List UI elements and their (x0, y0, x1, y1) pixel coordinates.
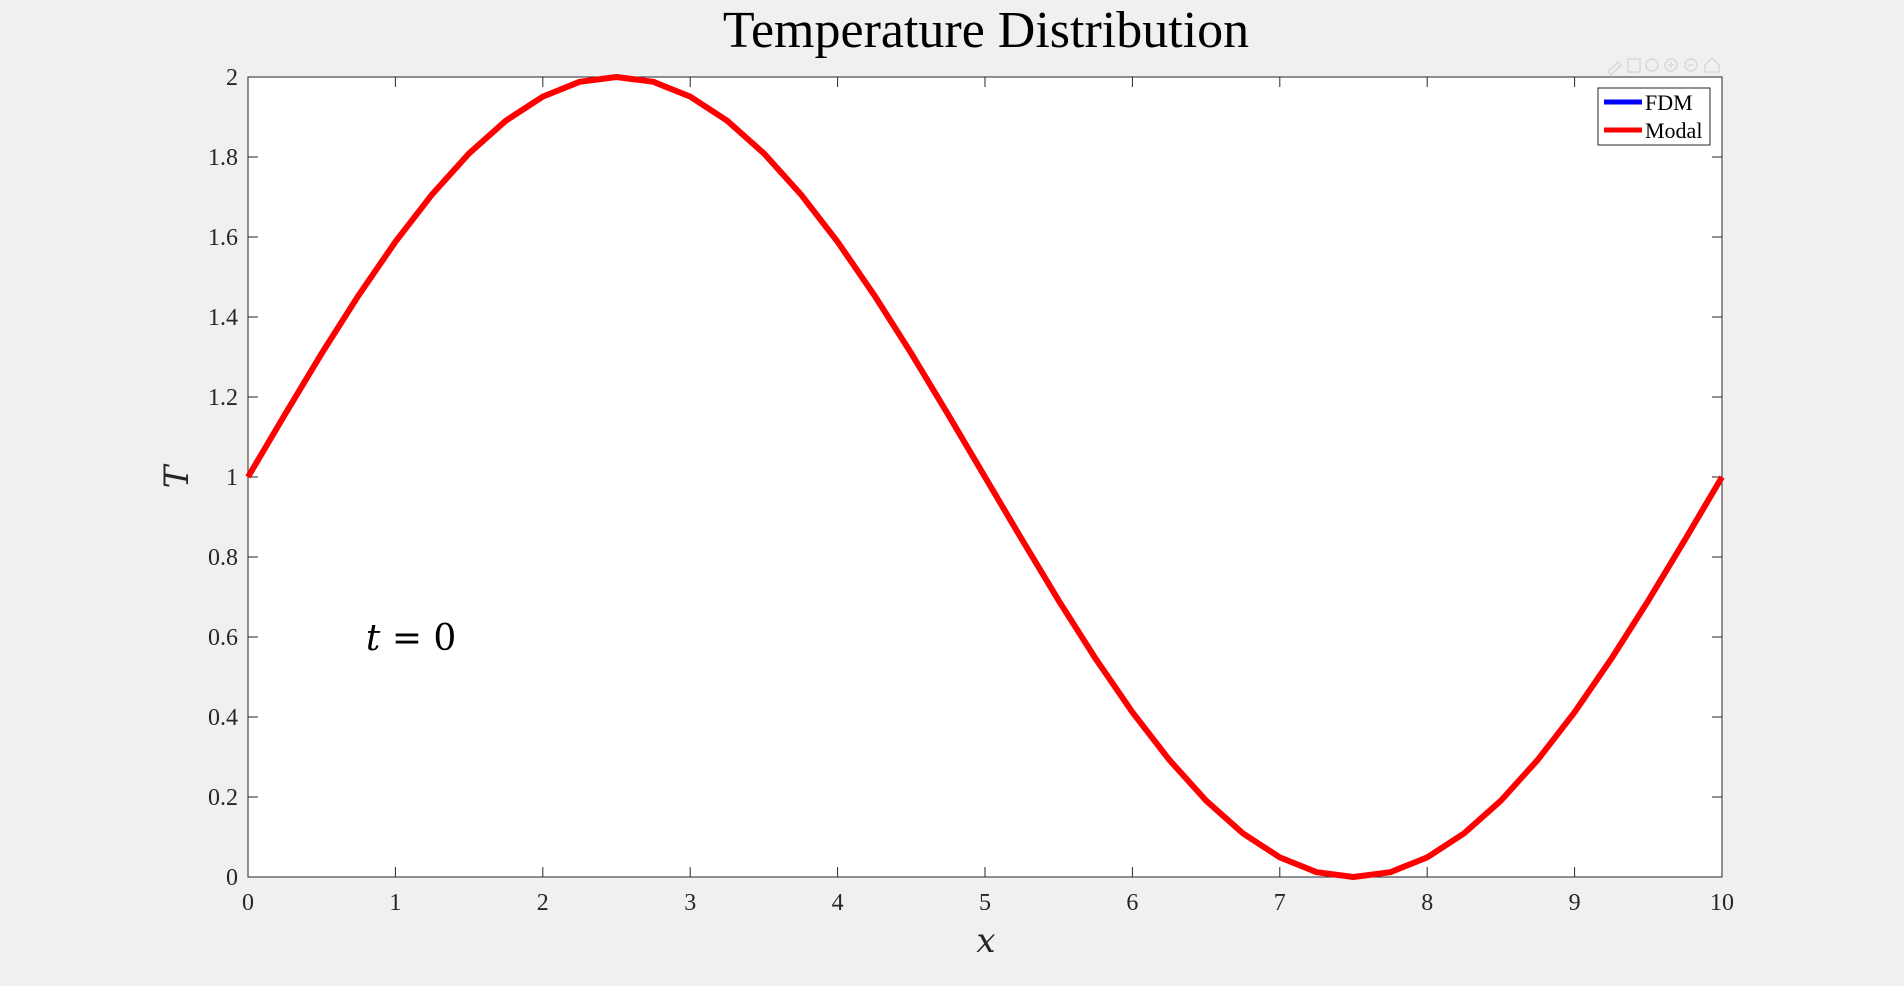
pencil-icon[interactable] (1606, 60, 1623, 77)
legend[interactable]: FDM Modal (1597, 87, 1711, 146)
legend-box (1597, 87, 1711, 146)
y-axis: 0 0.2 0.4 0.6 0.8 1 1.2 1.4 1.6 1.8 2 (208, 65, 1722, 891)
brush-icon[interactable] (1645, 58, 1659, 72)
annotation-variable: t (366, 618, 381, 659)
axes-toolbar[interactable] (1606, 56, 1720, 77)
y-tick-label: 1.4 (208, 305, 238, 331)
legend-label-modal: Modal (1645, 118, 1702, 143)
y-tick-label: 1.8 (208, 145, 238, 171)
series-line-modal (245, 74, 1725, 880)
y-tick-label: 0 (226, 865, 238, 891)
annotation-value: = 0 (380, 618, 456, 659)
chart-title: Temperature Distribution (723, 2, 1249, 59)
x-tick-label: 8 (1421, 890, 1433, 916)
y-tick-label: 0.8 (208, 545, 238, 571)
x-tick-label: 4 (832, 890, 844, 916)
x-tick-label: 3 (684, 890, 696, 916)
home-icon[interactable] (1704, 56, 1720, 73)
y-axis-label: T (157, 463, 197, 488)
x-axis: 0 1 2 3 4 5 6 7 8 9 10 (242, 77, 1734, 916)
y-tick-label: 1.2 (208, 385, 238, 411)
x-tick-label: 10 (1710, 890, 1734, 916)
x-tick-label: 7 (1274, 890, 1286, 916)
y-tick-label: 1.6 (208, 225, 238, 251)
x-tick-label: 1 (389, 890, 401, 916)
zoom-in-icon[interactable] (1664, 58, 1678, 72)
y-tick-label: 0.6 (208, 625, 238, 651)
x-tick-label: 6 (1126, 890, 1138, 916)
x-axis-label: x (976, 921, 995, 961)
x-tick-label: 5 (979, 890, 991, 916)
time-annotation: t = 0 (366, 618, 456, 659)
y-tick-label: 2 (226, 65, 238, 91)
zoom-out-icon[interactable] (1684, 58, 1698, 72)
y-tick-label: 0.2 (208, 785, 238, 811)
save-icon[interactable] (1627, 58, 1641, 73)
x-tick-label: 0 (242, 890, 254, 916)
y-tick-label: 0.4 (208, 705, 238, 731)
x-tick-label: 9 (1569, 890, 1581, 916)
x-tick-label: 2 (537, 890, 549, 916)
legend-label-fdm: FDM (1645, 90, 1693, 115)
y-tick-label: 1 (226, 465, 238, 491)
series-layer (245, 74, 1725, 880)
